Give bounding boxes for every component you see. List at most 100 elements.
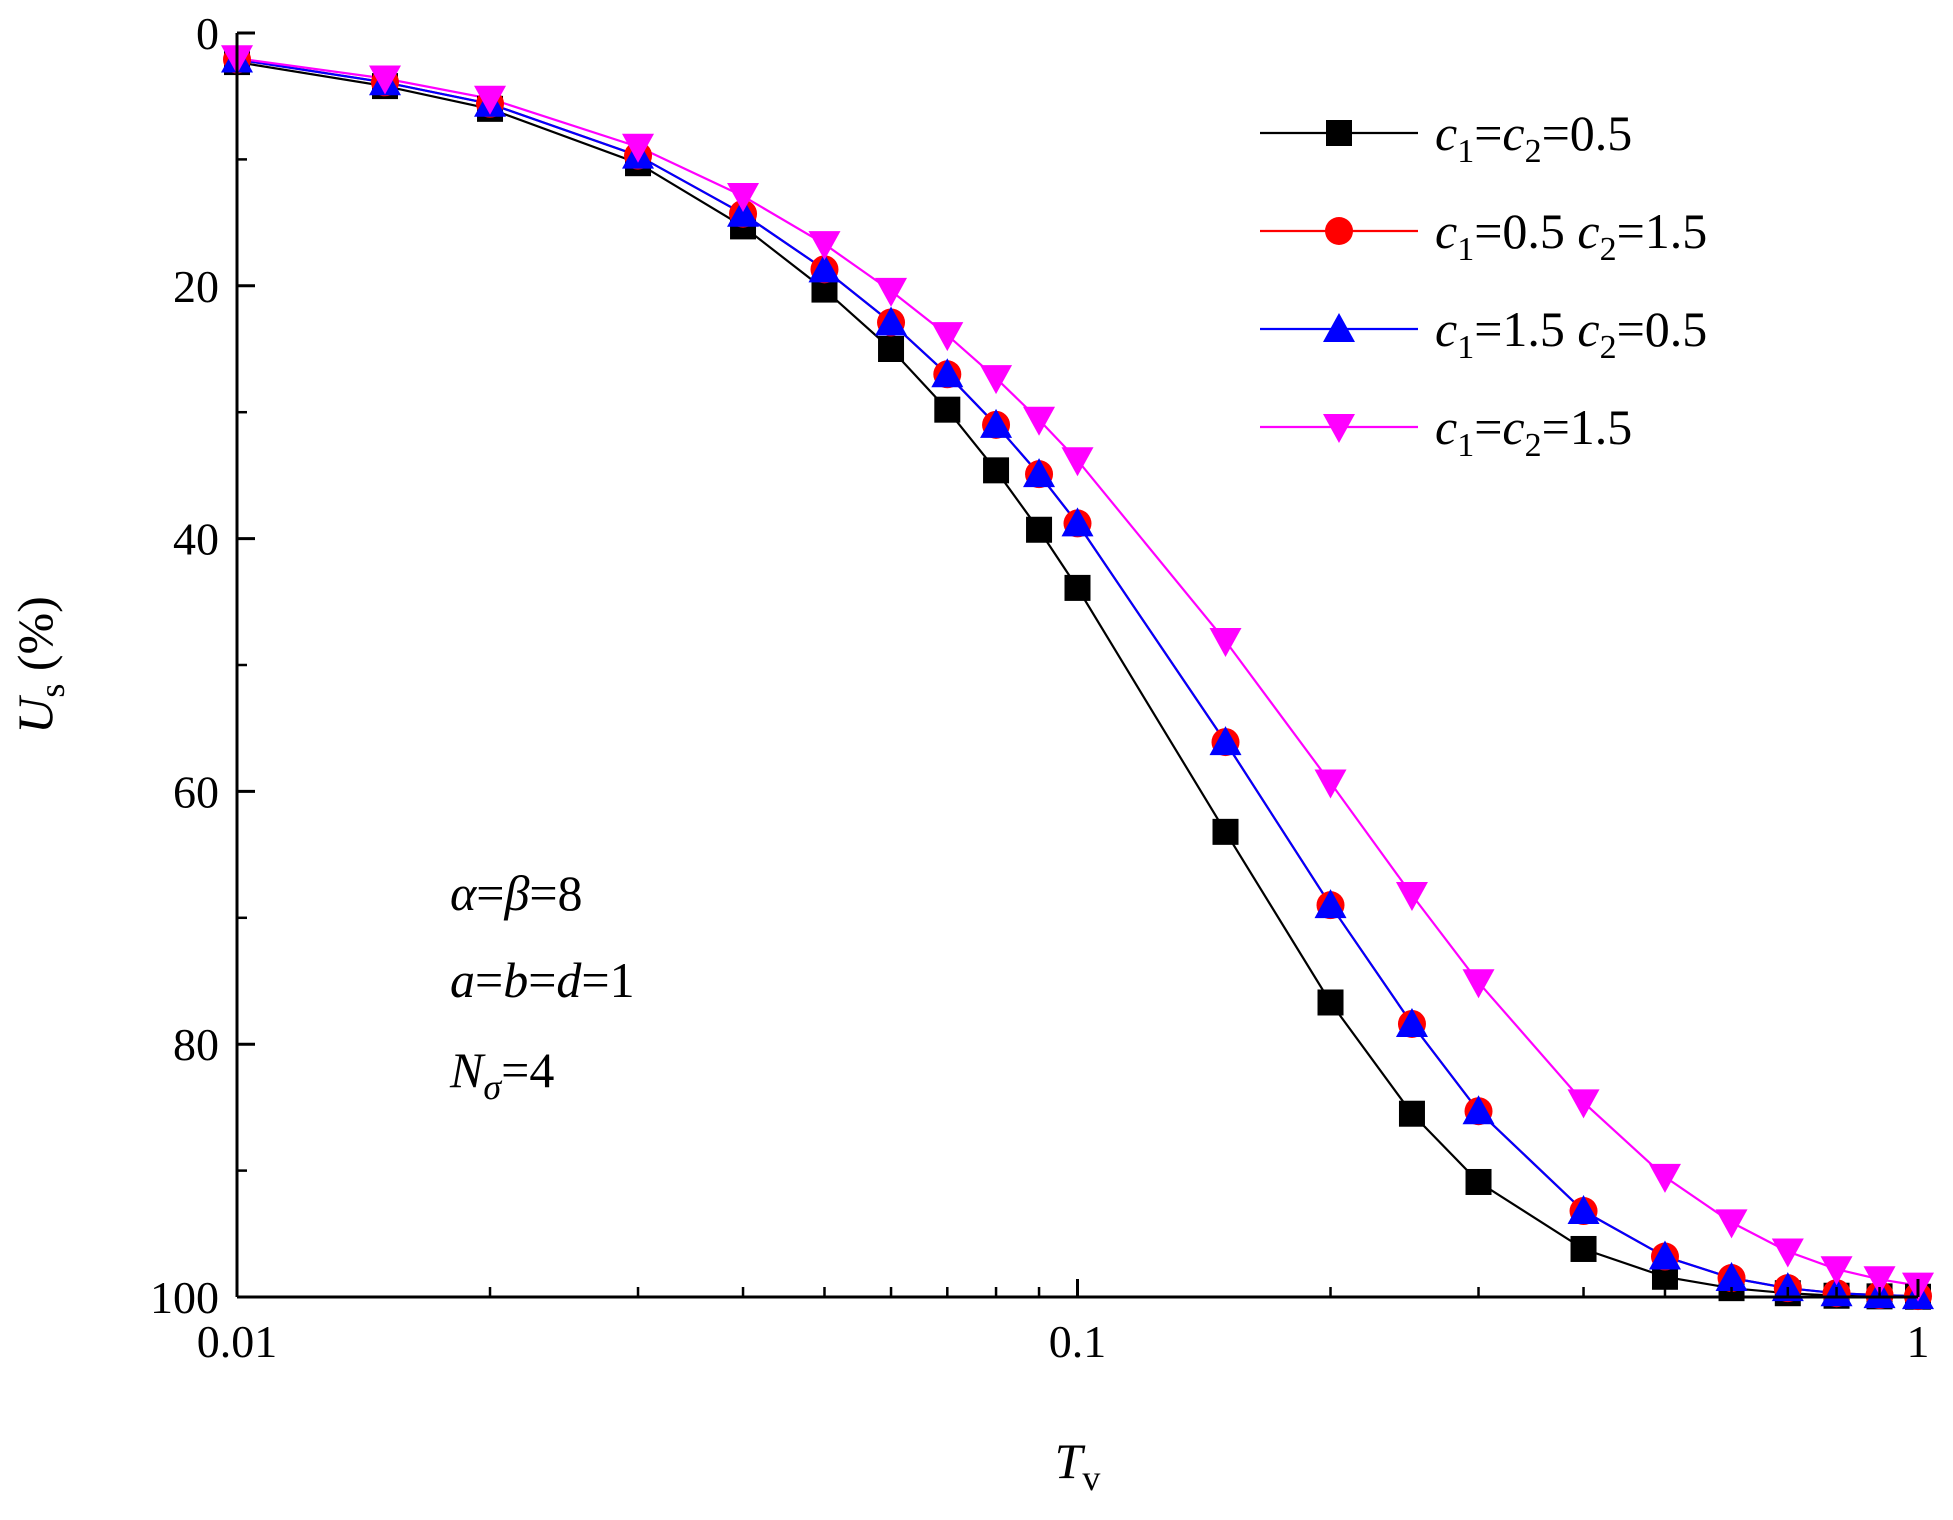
data-point (980, 408, 1013, 438)
data-point (1317, 989, 1344, 1016)
x-tick-label: 1 (1907, 1316, 1930, 1367)
legend: c1=c2=0.5c1=0.5 c2=1.5c1=1.5 c2=0.5c1=c2… (1260, 105, 1707, 464)
text-part: N (449, 1042, 486, 1098)
data-point (1863, 1266, 1896, 1296)
text-part: c (1502, 105, 1524, 161)
text-part: =0.5 (1542, 105, 1633, 161)
data-point (878, 336, 905, 362)
data-point (1567, 1089, 1600, 1119)
text-part: c (1435, 203, 1457, 259)
text-part: α (450, 865, 478, 921)
text-part: 2 (1525, 133, 1542, 170)
data-point (1715, 1262, 1748, 1292)
data-point (1023, 406, 1056, 436)
text-part: =1.5 (1542, 399, 1633, 455)
text-part: =0.5 (1474, 203, 1577, 259)
text-part: = (475, 952, 503, 1008)
data-point (1314, 889, 1347, 919)
text-part: c (1435, 105, 1457, 161)
x-axis-title: Tv (1055, 1433, 1101, 1498)
data-point (1023, 458, 1056, 488)
text-part: = (1474, 399, 1502, 455)
data-point (727, 183, 760, 213)
text-part: s (32, 684, 72, 698)
y-axis-title: Us (%) (7, 596, 72, 734)
y-tick-label: 60 (173, 766, 219, 817)
text-part: = (528, 952, 556, 1008)
data-point (808, 231, 841, 261)
annotation-block: α=β=8a=b=d=1Nσ=4 (449, 865, 635, 1107)
text-part: =1.5 (1617, 203, 1708, 259)
text-part: c (1577, 203, 1599, 259)
data-point (1465, 1168, 1492, 1195)
legend-item-3: c1=1.5 c2=0.5 (1260, 301, 1707, 366)
text-part: =8 (529, 865, 582, 921)
text-part: c (1502, 399, 1524, 455)
series-line-1 (236, 61, 1919, 1298)
data-point (808, 253, 841, 283)
legend-label: c1=c2=0.5 (1435, 105, 1632, 170)
annotation-line-3: Nσ=4 (449, 1042, 554, 1107)
text-part: 1 (1457, 427, 1474, 464)
data-point (983, 457, 1010, 484)
text-part: 1 (1457, 329, 1474, 366)
data-point (1820, 1256, 1853, 1286)
data-point (1209, 627, 1242, 657)
text-part: d (556, 952, 582, 1008)
text-part: (%) (7, 596, 63, 683)
data-point (1209, 726, 1242, 756)
y-tick-label: 20 (173, 261, 219, 312)
data-point (1648, 1240, 1681, 1270)
data-point (931, 358, 964, 388)
legend-label: c1=1.5 c2=0.5 (1435, 301, 1707, 366)
text-part: = (476, 865, 504, 921)
text-part: β (503, 865, 529, 921)
legend-marker (1323, 313, 1355, 342)
data-point (1648, 1163, 1681, 1193)
data-point (1771, 1238, 1804, 1268)
legend-item-2: c1=0.5 c2=1.5 (1260, 203, 1707, 268)
text-part: 2 (1600, 329, 1617, 366)
text-part: =1 (581, 952, 634, 1008)
data-point (1715, 1209, 1748, 1239)
data-point (1061, 507, 1094, 537)
y-tick-label: 40 (173, 514, 219, 565)
data-point (1462, 1095, 1495, 1125)
data-point (1398, 1100, 1425, 1127)
text-part: 1 (1457, 231, 1474, 268)
data-point (1395, 1007, 1428, 1037)
data-point (369, 65, 402, 95)
data-point (931, 322, 964, 352)
data-point (1462, 969, 1495, 999)
text-part: σ (483, 1067, 502, 1107)
text-part: c (1435, 399, 1457, 455)
text-part: 2 (1525, 427, 1542, 464)
data-point (980, 365, 1013, 395)
text-part: =1.5 (1474, 301, 1577, 357)
data-point (474, 85, 507, 115)
legend-marker (1325, 217, 1353, 245)
x-tick-label: 0.1 (1049, 1316, 1107, 1367)
data-point (727, 197, 760, 227)
data-point (1061, 447, 1094, 477)
data-point (1395, 882, 1428, 912)
text-part: U (7, 695, 63, 734)
data-point (622, 133, 655, 163)
legend-marker (1323, 414, 1355, 443)
data-point (1771, 1272, 1804, 1302)
text-part: 2 (1600, 231, 1617, 268)
data-point (1570, 1235, 1597, 1262)
data-point (1314, 769, 1347, 799)
series-line-3 (236, 58, 1919, 1298)
x-tick-label: 0.01 (197, 1316, 278, 1367)
data-point (1064, 574, 1091, 601)
text-part: a (450, 952, 475, 1008)
y-tick-label: 80 (173, 1019, 219, 1070)
text-part: T (1055, 1433, 1086, 1489)
text-part: b (503, 952, 528, 1008)
text-part: =4 (501, 1042, 554, 1098)
data-point (1567, 1195, 1600, 1225)
series-line-4 (236, 57, 1919, 1287)
annotation-line-1: α=β=8 (450, 865, 583, 921)
